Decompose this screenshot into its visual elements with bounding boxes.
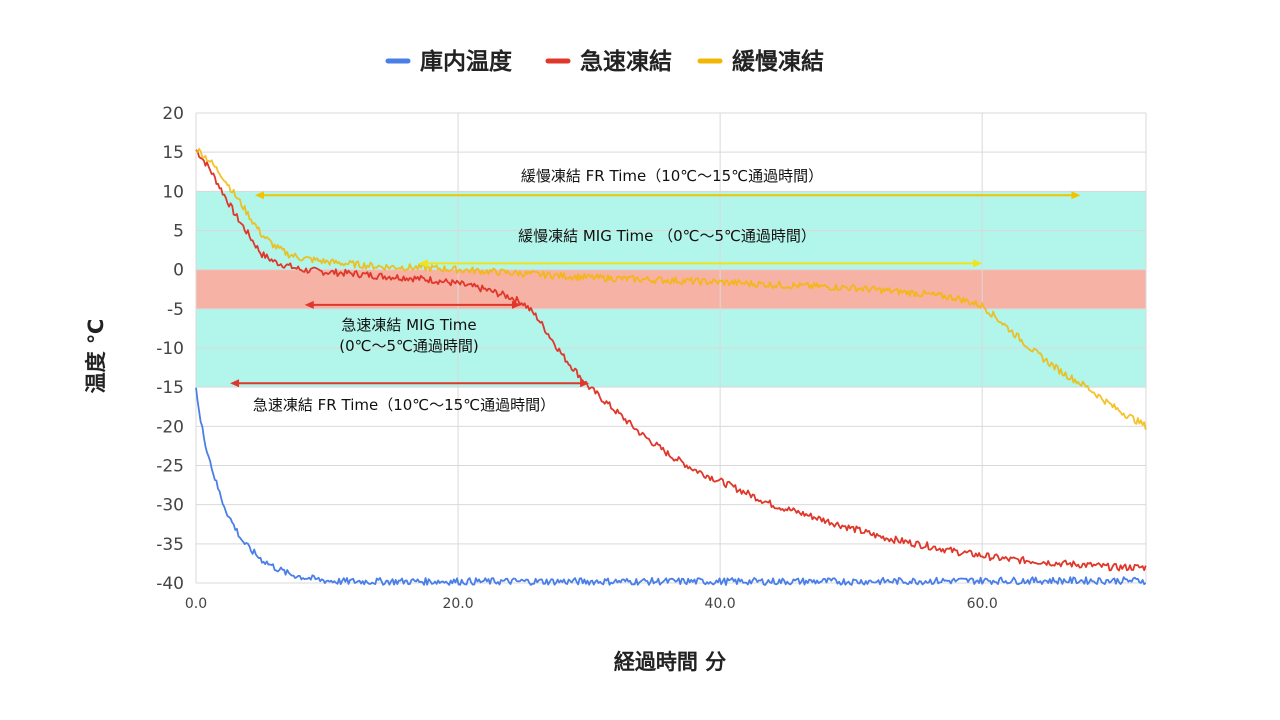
y-tick-label: 0 — [173, 261, 184, 281]
grid-lines — [195, 112, 1147, 584]
y-axis-ticks: 20 15 10 5 0 -5 -10 -15 -20 -25 -30 -35 -40 — [156, 104, 184, 594]
x-axis-ticks: 0.0 20.0 40.0 60.0 — [185, 596, 998, 612]
annotations: 緩慢凍結 FR Time（10℃〜15℃通過時間） 緩慢凍結 MIG Time （… — [230, 167, 1081, 414]
y-tick-label: -35 — [156, 535, 184, 555]
annotation-label-fast_mig-line2: (0℃〜5℃通過時間) — [339, 337, 478, 355]
annotation-arrowhead-left-3 — [230, 379, 240, 388]
annotation-arrowhead-left-0 — [254, 191, 264, 200]
annotation-arrowhead-right-2 — [511, 300, 521, 309]
y-tick-label: 20 — [162, 104, 184, 124]
annotation-label-fast_mig-line1: 急速凍結 MIG Time — [341, 316, 476, 334]
y-tick-label: 10 — [162, 182, 184, 202]
temperature-bands — [196, 191, 1146, 388]
x-tick-label: 0.0 — [185, 596, 207, 612]
series-lines — [195, 147, 1147, 586]
annotation-arrowhead-left-2 — [304, 300, 314, 309]
annotation-arrowhead-right-0 — [1071, 191, 1081, 200]
annotation-arrowhead-right-3 — [580, 379, 590, 388]
annotation-arrowhead-left-1 — [418, 259, 428, 268]
annotation-label-slow_fr: 緩慢凍結 FR Time（10℃〜15℃通過時間） — [521, 167, 823, 185]
x-axis-label: 経過時間 分 — [614, 650, 726, 674]
y-tick-label: -10 — [156, 339, 184, 359]
y-tick-label: 15 — [162, 143, 184, 163]
chart-legend: 庫内温度 急速凍結 緩慢凍結 — [385, 48, 824, 75]
y-tick-label: -40 — [156, 574, 184, 594]
series-line-0 — [195, 387, 1147, 586]
band-1 — [196, 269, 1146, 309]
y-tick-label: -30 — [156, 496, 184, 516]
y-tick-label: 5 — [173, 222, 184, 242]
annotation-arrowhead-right-1 — [973, 259, 983, 268]
x-tick-label: 40.0 — [705, 596, 736, 612]
x-tick-label: 60.0 — [967, 596, 998, 612]
legend-label-0: 庫内温度 — [420, 48, 513, 75]
x-tick-label: 20.0 — [442, 596, 473, 612]
series-line-2 — [195, 147, 1147, 430]
y-tick-label: -15 — [156, 378, 184, 398]
y-tick-label: -5 — [167, 300, 184, 320]
y-tick-label: -20 — [156, 417, 184, 437]
legend-label-1: 急速凍結 — [580, 48, 672, 75]
legend-label-2: 緩慢凍結 — [732, 48, 824, 75]
y-axis-label: 温度 ℃ — [84, 319, 108, 394]
annotation-label-slow_mig: 緩慢凍結 MIG Time （0℃〜5℃通過時間） — [518, 227, 816, 245]
series-line-1 — [195, 149, 1147, 572]
annotation-label-fast_fr: 急速凍結 FR Time（10℃〜15℃通過時間） — [253, 396, 555, 414]
y-tick-label: -25 — [156, 457, 184, 477]
